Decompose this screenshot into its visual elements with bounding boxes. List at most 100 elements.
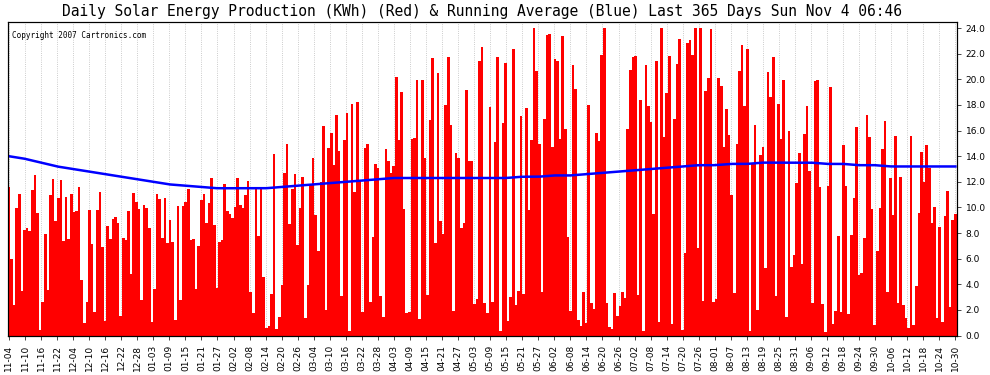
Bar [249,292,252,336]
Bar [705,91,707,336]
Bar [377,168,379,336]
Bar [182,206,184,336]
Bar [561,36,564,336]
Bar [673,118,676,336]
Bar [817,80,819,336]
Bar [109,239,112,336]
Bar [756,310,759,336]
Bar [39,330,42,336]
Bar [195,289,197,336]
Bar [939,227,941,336]
Bar [10,260,13,336]
Bar [907,328,910,336]
Bar [556,62,558,336]
Bar [117,223,120,336]
Bar [369,302,371,336]
Bar [57,198,59,336]
Bar [454,153,457,336]
Bar [421,80,424,336]
Bar [593,309,595,336]
Bar [211,178,213,336]
Bar [502,123,504,336]
Bar [649,122,652,336]
Bar [445,105,447,336]
Bar [322,126,325,336]
Bar [548,34,551,336]
Bar [270,294,273,336]
Bar [603,28,606,336]
Bar [827,186,830,336]
Title: Daily Solar Energy Production (KWh) (Red) & Running Average (Blue) Last 365 Days: Daily Solar Energy Production (KWh) (Red… [62,4,902,19]
Bar [259,187,262,336]
Bar [640,100,643,336]
Bar [385,149,387,336]
Bar [171,242,174,336]
Bar [234,207,237,336]
Bar [70,194,72,336]
Bar [200,200,203,336]
Bar [96,210,99,336]
Bar [504,63,507,336]
Bar [128,211,130,336]
Bar [767,72,769,336]
Bar [598,141,601,336]
Bar [429,120,432,336]
Bar [689,40,691,336]
Bar [254,188,257,336]
Bar [85,302,88,336]
Bar [442,234,445,336]
Bar [80,279,83,336]
Bar [865,115,868,336]
Bar [333,165,336,336]
Bar [523,294,525,336]
Bar [785,317,788,336]
Bar [814,81,817,336]
Bar [694,28,697,336]
Bar [400,93,403,336]
Bar [50,195,51,336]
Bar [176,206,179,336]
Bar [697,248,699,336]
Bar [897,303,900,336]
Bar [663,137,665,336]
Bar [475,298,478,336]
Bar [886,292,889,336]
Bar [910,136,913,336]
Bar [208,203,211,336]
Bar [104,321,106,336]
Bar [460,228,462,336]
Bar [169,220,171,336]
Bar [772,57,774,336]
Bar [379,296,382,336]
Bar [387,161,390,336]
Bar [18,194,21,336]
Bar [486,313,489,336]
Bar [106,226,109,336]
Bar [232,217,234,336]
Bar [138,209,141,336]
Bar [470,161,473,336]
Bar [473,304,475,336]
Bar [245,195,247,336]
Bar [62,241,64,336]
Bar [424,158,427,336]
Bar [242,208,245,336]
Bar [715,299,718,336]
Bar [465,90,468,336]
Bar [681,330,684,336]
Bar [51,179,54,336]
Bar [491,302,494,336]
Bar [247,182,249,336]
Bar [876,251,879,336]
Bar [267,326,270,336]
Bar [489,107,491,336]
Bar [569,311,572,336]
Bar [468,161,470,336]
Bar [346,113,348,336]
Bar [143,205,146,336]
Bar [660,28,663,336]
Bar [91,243,93,336]
Bar [278,316,280,336]
Bar [707,78,710,336]
Bar [840,312,842,336]
